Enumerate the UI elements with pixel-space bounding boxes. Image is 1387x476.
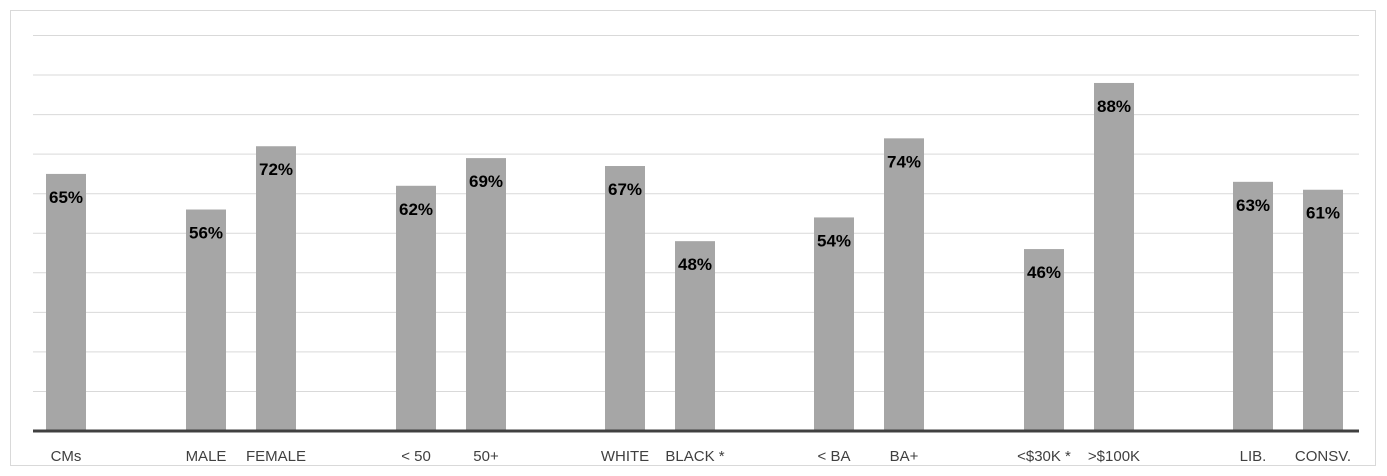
bar (256, 146, 296, 432)
gridlines (33, 35, 1359, 392)
bar (1303, 189, 1343, 431)
data-label: 61% (1306, 204, 1340, 223)
data-label: 65% (49, 188, 83, 207)
category-label: BA+ (890, 448, 919, 465)
data-label: 56% (189, 224, 223, 243)
data-label: 69% (469, 172, 503, 191)
category-label: BLACK * (665, 448, 724, 465)
bars (46, 82, 1343, 432)
bar (466, 158, 506, 432)
category-label: <$30K * (1017, 448, 1071, 465)
category-label: FEMALE (246, 448, 306, 465)
data-label: 74% (887, 152, 921, 171)
bar (605, 166, 645, 431)
category-label: CONSV. (1295, 448, 1351, 465)
data-label: 88% (1097, 97, 1131, 116)
bar (1094, 82, 1134, 432)
bar (46, 173, 86, 432)
data-label: 62% (399, 200, 433, 219)
data-label: 46% (1027, 263, 1061, 282)
category-label: WHITE (601, 448, 649, 465)
data-label: 54% (817, 231, 851, 250)
bar (884, 138, 924, 431)
category-label: >$100K (1088, 448, 1140, 465)
category-label: < 50 (401, 448, 431, 465)
data-label: 72% (259, 160, 293, 179)
bar (396, 185, 436, 431)
category-label: CMs (51, 448, 82, 465)
value-labels: 65% 56% 72% 62% 69% 67% 48% 54% 74% 46% 88% 63% 61% (49, 97, 1340, 282)
data-label: 63% (1236, 196, 1270, 215)
data-label: 48% (678, 255, 712, 274)
bar (186, 209, 226, 431)
bar (1024, 249, 1064, 431)
bar (814, 217, 854, 431)
category-label: < BA (818, 448, 851, 465)
bar (1233, 181, 1273, 431)
category-labels: CMs MALE FEMALE < 50 50+ WHITE BLACK * < BA BA+ <… (51, 448, 1351, 465)
category-label: LIB. (1240, 448, 1267, 465)
category-label: MALE (186, 448, 227, 465)
data-label: 67% (608, 180, 642, 199)
category-label: 50+ (473, 448, 499, 465)
bar (675, 241, 715, 431)
